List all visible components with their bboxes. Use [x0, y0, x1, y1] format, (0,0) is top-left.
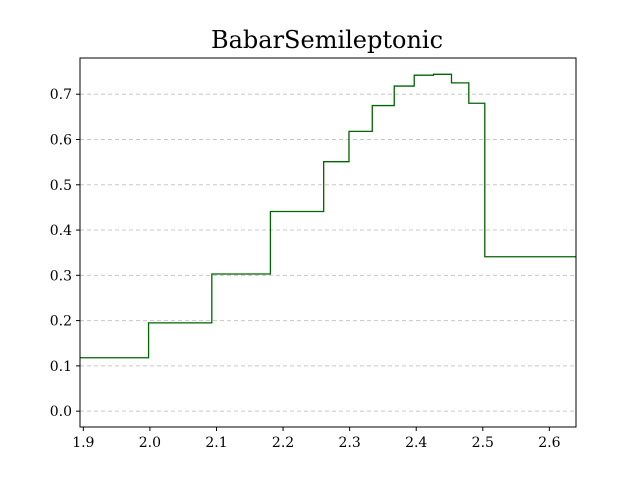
x-tick-label: 2.1 — [205, 435, 227, 451]
y-tick-label: 0.6 — [50, 132, 72, 148]
grid-lines — [80, 93, 576, 412]
series-layer — [80, 73, 576, 359]
y-tick-label: 0.1 — [50, 359, 72, 375]
x-axis: 1.9 2.0 2.1 2.2 2.3 2.4 2.5 2.6 — [72, 427, 561, 451]
y-tick-label: 0.4 — [50, 223, 72, 239]
x-tick-label: 1.9 — [72, 435, 94, 451]
y-tick-label: 0.7 — [50, 87, 72, 103]
x-tick-label: 2.5 — [472, 435, 494, 451]
x-tick-label: 2.4 — [405, 435, 427, 451]
y-tick-label: 0.3 — [50, 268, 72, 284]
y-tick-label: 0.0 — [50, 404, 72, 420]
plot-frame — [79, 57, 577, 428]
y-tick-label: 0.5 — [50, 178, 72, 194]
y-axis: 0.0 0.1 0.2 0.3 0.4 0.5 0.6 0.7 — [50, 87, 80, 420]
series-step-line — [80, 73, 576, 359]
chart-title: BabarSemileptonic — [211, 26, 443, 54]
x-tick-label: 2.2 — [272, 435, 294, 451]
x-tick-label: 2.3 — [339, 435, 361, 451]
x-tick-label: 2.0 — [139, 435, 161, 451]
x-tick-label: 2.6 — [538, 435, 560, 451]
y-tick-label: 0.2 — [50, 314, 72, 330]
